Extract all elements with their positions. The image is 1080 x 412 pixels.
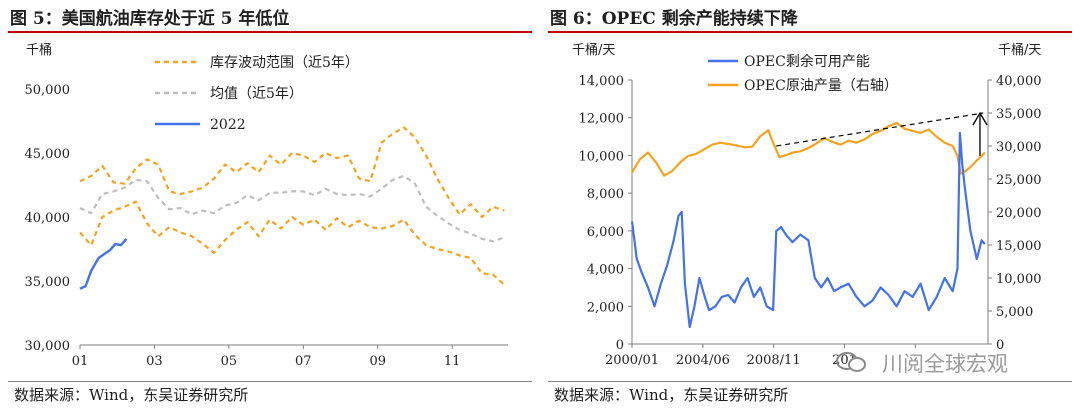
watermark-text: 川阅全球宏观 (882, 352, 1008, 376)
legend-label: OPEC原油产量（右轴） (744, 78, 898, 94)
x-tick-label: 07 (295, 354, 312, 369)
right-axis-unit-label: 千桶/天 (998, 43, 1041, 58)
x-tick-label: 01 (72, 354, 89, 369)
left-tick-label: 8,000 (587, 187, 624, 202)
x-tick-label: 05 (221, 354, 238, 369)
y-tick-label: 40,000 (25, 211, 71, 226)
series-line-mean (79, 174, 505, 243)
y-tick-label: 50,000 (25, 83, 71, 98)
legend-label: 库存波动范围（近5年） (210, 54, 359, 71)
x-tick-label: 2000/01 (605, 353, 659, 368)
right-figure-title: 图 6：OPEC 剩余产能持续下降 (550, 9, 798, 29)
left-tick-label: 0 (616, 338, 624, 353)
x-tick-label: 09 (369, 354, 386, 369)
right-figure: 图 6：OPEC 剩余产能持续下降 千桶/天 千桶/天 0 2,000 4,000 6,0… (540, 0, 1080, 412)
left-tick-label: 12,000 (579, 112, 625, 127)
x-tick-label: 2008/11 (747, 353, 801, 368)
right-tick-label: 35,000 (996, 107, 1042, 122)
legend-label: 均值（近5年） (210, 86, 303, 102)
series-line-crude-production (631, 121, 986, 177)
right-tick-label: 0 (996, 338, 1004, 353)
y-tick-label: 35,000 (25, 275, 71, 290)
up-arrow-head (972, 111, 988, 126)
series-line-upper (79, 126, 505, 219)
wechat-icon-bubble (848, 357, 866, 372)
right-tick-label: 15,000 (996, 239, 1042, 254)
right-tick-label: 10,000 (996, 272, 1042, 287)
left-tick-label: 4,000 (587, 263, 624, 278)
jet-fuel-inventory-chart: 千桶 30,000 35,000 40,000 45,000 50,000 01 03 05 07… (25, 43, 508, 369)
legend-label: 2022 (210, 117, 246, 133)
opec-spare-capacity-chart: 千桶/天 千桶/天 0 2,000 4,000 6,000 8,000 10,000 12,00… (572, 43, 1042, 368)
watermark: 川阅全球宏观 (830, 346, 1070, 380)
left-source-note: 数据来源：Wind，东吴证券研究所 (14, 386, 249, 404)
left-source-rule (8, 381, 532, 382)
x-tick-label: 2004/06 (676, 353, 730, 368)
left-tick-label: 2,000 (587, 300, 624, 315)
right-tick-label: 40,000 (996, 74, 1042, 89)
right-source-note: 数据来源：Wind，东吴证券研究所 (554, 386, 789, 404)
right-tick-label: 30,000 (996, 140, 1042, 155)
left-figure: 图 5：美国航油库存处于近 5 年低位 千桶 30,000 35,000 40,000… (8, 9, 532, 404)
right-title-rule (548, 31, 1072, 33)
right-tick-label: 20,000 (996, 206, 1042, 221)
y-tick-label: 45,000 (25, 147, 71, 162)
series-line-lower (79, 200, 506, 286)
left-tick-label: 14,000 (579, 74, 625, 89)
right-tick-label: 5,000 (996, 305, 1033, 320)
left-axis-unit-label: 千桶/天 (572, 43, 615, 58)
legend-label: OPEC剩余可用产能 (744, 53, 870, 70)
left-figure-title: 图 5：美国航油库存处于近 5 年低位 (10, 9, 290, 29)
series-line-spare-capacity (630, 131, 986, 329)
right-tick-label: 25,000 (996, 173, 1042, 188)
x-tick-label: 11 (444, 354, 461, 369)
left-tick-label: 6,000 (587, 225, 624, 240)
trend-dashed-line (776, 112, 984, 147)
right-source-rule (548, 381, 1072, 382)
x-tick-label: 03 (146, 354, 163, 369)
left-title-rule (8, 31, 532, 33)
y-axis-unit-label: 千桶 (26, 43, 52, 58)
y-tick-label: 30,000 (25, 339, 71, 354)
left-tick-label: 10,000 (579, 149, 625, 164)
series-line-actual (79, 238, 128, 290)
